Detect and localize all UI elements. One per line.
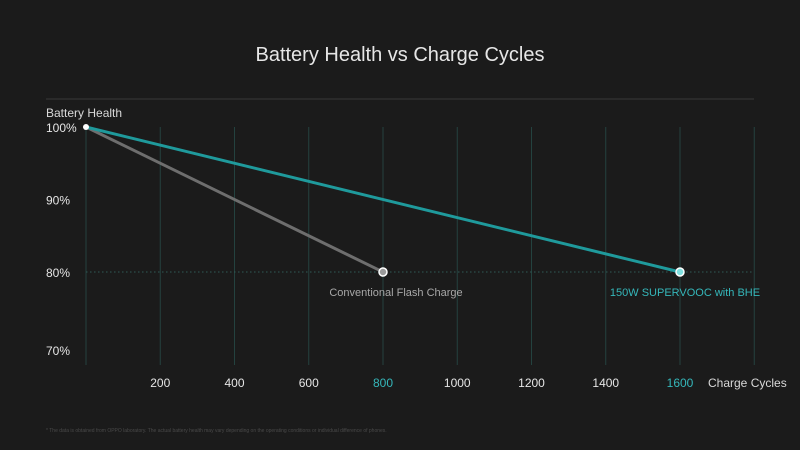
x-tick-label: 1000 bbox=[444, 376, 471, 390]
x-axis-title: Charge Cycles bbox=[708, 376, 787, 390]
x-tick-label: 200 bbox=[150, 376, 170, 390]
y-tick-label: 100% bbox=[46, 121, 77, 135]
x-tick-label: 1200 bbox=[518, 376, 545, 390]
x-tick-label: 400 bbox=[224, 376, 244, 390]
series-label-0: Conventional Flash Charge bbox=[329, 287, 462, 299]
series-end-point-0 bbox=[378, 267, 388, 277]
y-tick-label: 80% bbox=[46, 266, 70, 280]
y-tick-label: 70% bbox=[46, 344, 70, 358]
y-tick-label: 90% bbox=[46, 194, 70, 208]
chart-title: Battery Health vs Charge Cycles bbox=[255, 44, 545, 66]
footnote: * The data is obtained from OPPO laborat… bbox=[46, 428, 387, 434]
start-point bbox=[83, 124, 89, 130]
x-tick-label: 1400 bbox=[592, 376, 619, 390]
series-line-0 bbox=[84, 125, 385, 274]
x-tick-label: 800 bbox=[373, 376, 393, 390]
y-axis-title: Battery Health bbox=[46, 106, 122, 120]
x-tick-label: 600 bbox=[299, 376, 319, 390]
series-line-1 bbox=[84, 125, 682, 274]
series-end-point-1 bbox=[675, 267, 685, 277]
series-label-1: 150W SUPERVOOC with BHE bbox=[610, 287, 760, 299]
x-tick-label: 1600 bbox=[667, 376, 694, 390]
